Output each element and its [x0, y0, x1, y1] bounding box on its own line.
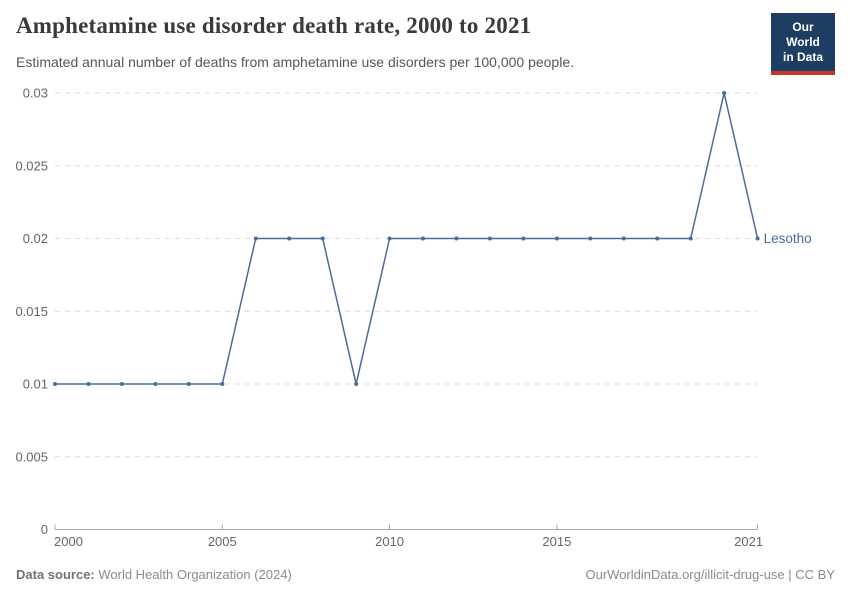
data-point-2020[interactable] [722, 91, 727, 95]
owid-logo-line1: Our World [786, 20, 820, 49]
data-point-2008[interactable] [320, 236, 325, 241]
data-point-2013[interactable] [487, 236, 492, 241]
data-point-2019[interactable] [688, 236, 693, 241]
y-axis-tick-label: 0.025 [15, 158, 48, 173]
data-point-2015[interactable] [554, 236, 559, 241]
y-axis-tick-label: 0 [41, 522, 48, 537]
y-axis-tick-label: 0.005 [15, 449, 48, 464]
series-label[interactable]: Lesotho [764, 231, 812, 246]
trend-line[interactable] [55, 92, 759, 385]
x-axis-tick-label: 2000 [54, 534, 83, 549]
data-point-2017[interactable] [621, 236, 626, 241]
data-source-value: World Health Organization (2024) [94, 567, 292, 582]
chart-footer: Data source: World Health Organization (… [16, 567, 835, 582]
page-title: Amphetamine use disorder death rate, 200… [16, 13, 532, 38]
data-point-2021[interactable] [755, 236, 760, 241]
data-point-2001[interactable] [86, 382, 91, 386]
data-point-2002[interactable] [119, 382, 124, 386]
data-point-2014[interactable] [521, 236, 526, 241]
footer-credit-link[interactable]: OurWorldinData.org/illicit-drug-use | CC… [585, 567, 836, 582]
data-source-label: Data source: [16, 567, 95, 582]
data-point-2004[interactable] [186, 382, 191, 386]
data-source: Data source: World Health Organization (… [16, 567, 292, 582]
chart-subtitle: Estimated annual number of deaths from a… [16, 54, 575, 70]
data-point-2009[interactable] [354, 382, 359, 386]
x-axis-tick-label: 2015 [542, 534, 571, 549]
data-point-2011[interactable] [421, 236, 426, 241]
data-point-2016[interactable] [588, 236, 593, 241]
data-point-2010[interactable] [387, 236, 392, 241]
y-axis-tick-label: 0.03 [23, 86, 48, 101]
x-axis-tick-label: 2010 [375, 534, 404, 549]
data-point-2003[interactable] [153, 382, 158, 386]
data-point-2012[interactable] [454, 236, 459, 241]
data-point-2018[interactable] [655, 236, 660, 241]
y-axis-tick-label: 0.015 [15, 304, 48, 319]
data-point-2005[interactable] [220, 382, 225, 386]
data-point-2007[interactable] [287, 236, 292, 241]
x-axis-tick-label: 2005 [208, 534, 237, 549]
y-axis-tick-label: 0.01 [23, 377, 48, 392]
y-axis-tick-label: 0.02 [23, 231, 48, 246]
owid-logo[interactable]: Our World in Data [771, 13, 835, 75]
owid-logo-line2: in Data [782, 50, 823, 64]
x-axis-tick-label: 2021 [734, 534, 763, 549]
data-point-2006[interactable] [253, 236, 258, 241]
data-point-2000[interactable] [53, 382, 57, 386]
